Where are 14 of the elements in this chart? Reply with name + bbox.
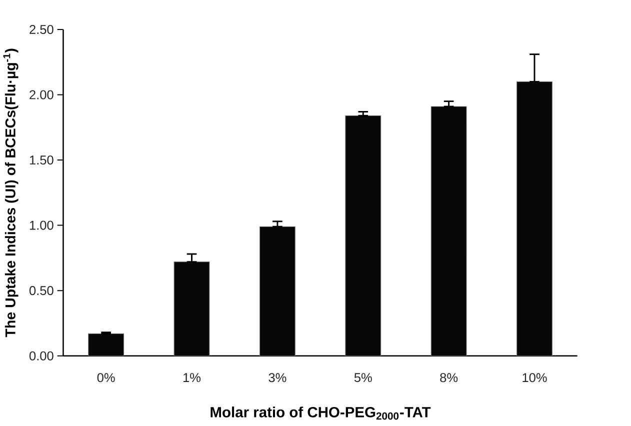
x-tick-label: 0% [97, 373, 115, 382]
y-tick-label: 0.50 [29, 286, 54, 296]
x-tick-label: 8% [440, 373, 458, 382]
y-tick-label: 2.50 [30, 25, 54, 34]
y-tick-label: 0.00 [29, 351, 54, 361]
y-tick-label: 1.00 [30, 220, 54, 230]
x-tick-label: 3% [268, 373, 286, 382]
y-axis-title: The Uptake Indices (UI) of BCECs(Flu·µg$^{-1}$) [3, 48, 18, 338]
x-tick-label: 1% [183, 373, 201, 382]
y-tick-label: 1.50 [30, 156, 54, 165]
y-tick-label: 2.00 [30, 90, 54, 100]
x-tick-label: 5% [354, 373, 372, 382]
x-axis-title: Molar ratio of CHO-PEG$_{2000}$-TAT [210, 406, 431, 420]
x-tick-label: 10% [522, 373, 547, 382]
